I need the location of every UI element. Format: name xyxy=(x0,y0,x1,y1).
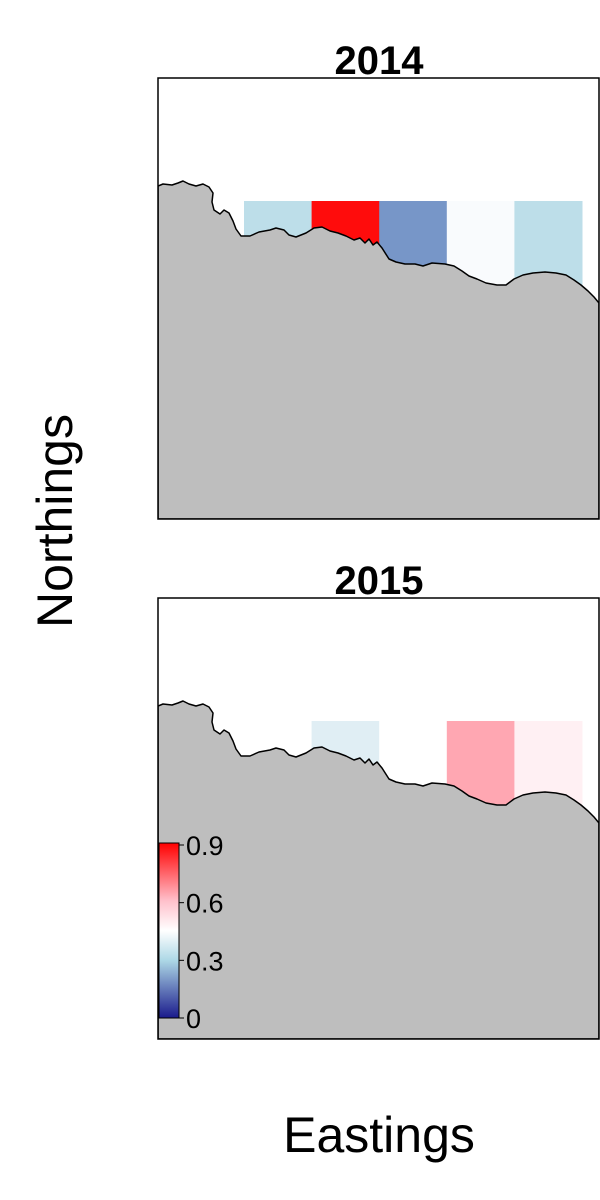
land-area-2014 xyxy=(158,180,599,519)
y-axis-label: Northings xyxy=(27,414,83,628)
colorbar-gradient xyxy=(158,842,180,1019)
panel-title-2014: 2014 xyxy=(335,39,425,83)
map-panel-2015: 2015 0 0.3 0.6 0.9 xyxy=(157,559,600,1040)
colorbar-tick-label: 0.3 xyxy=(186,946,224,976)
colorbar-tick-label: 0 xyxy=(186,1004,201,1034)
colorbar-tick-label: 0.6 xyxy=(186,889,224,919)
panel-border-2015 xyxy=(157,597,600,1040)
colorbar-ticks: 0 0.3 0.6 0.9 xyxy=(179,831,224,1034)
colorbar-tick-label: 0.9 xyxy=(186,831,224,861)
panel-border-2014 xyxy=(157,77,600,520)
map-panel-2014: 2014 xyxy=(157,39,600,520)
land-area-2015 xyxy=(158,700,599,1039)
panel-title-2015: 2015 xyxy=(335,559,424,603)
x-axis-label: Eastings xyxy=(283,1107,475,1163)
colorbar-legend: 0 0.3 0.6 0.9 xyxy=(158,831,224,1034)
